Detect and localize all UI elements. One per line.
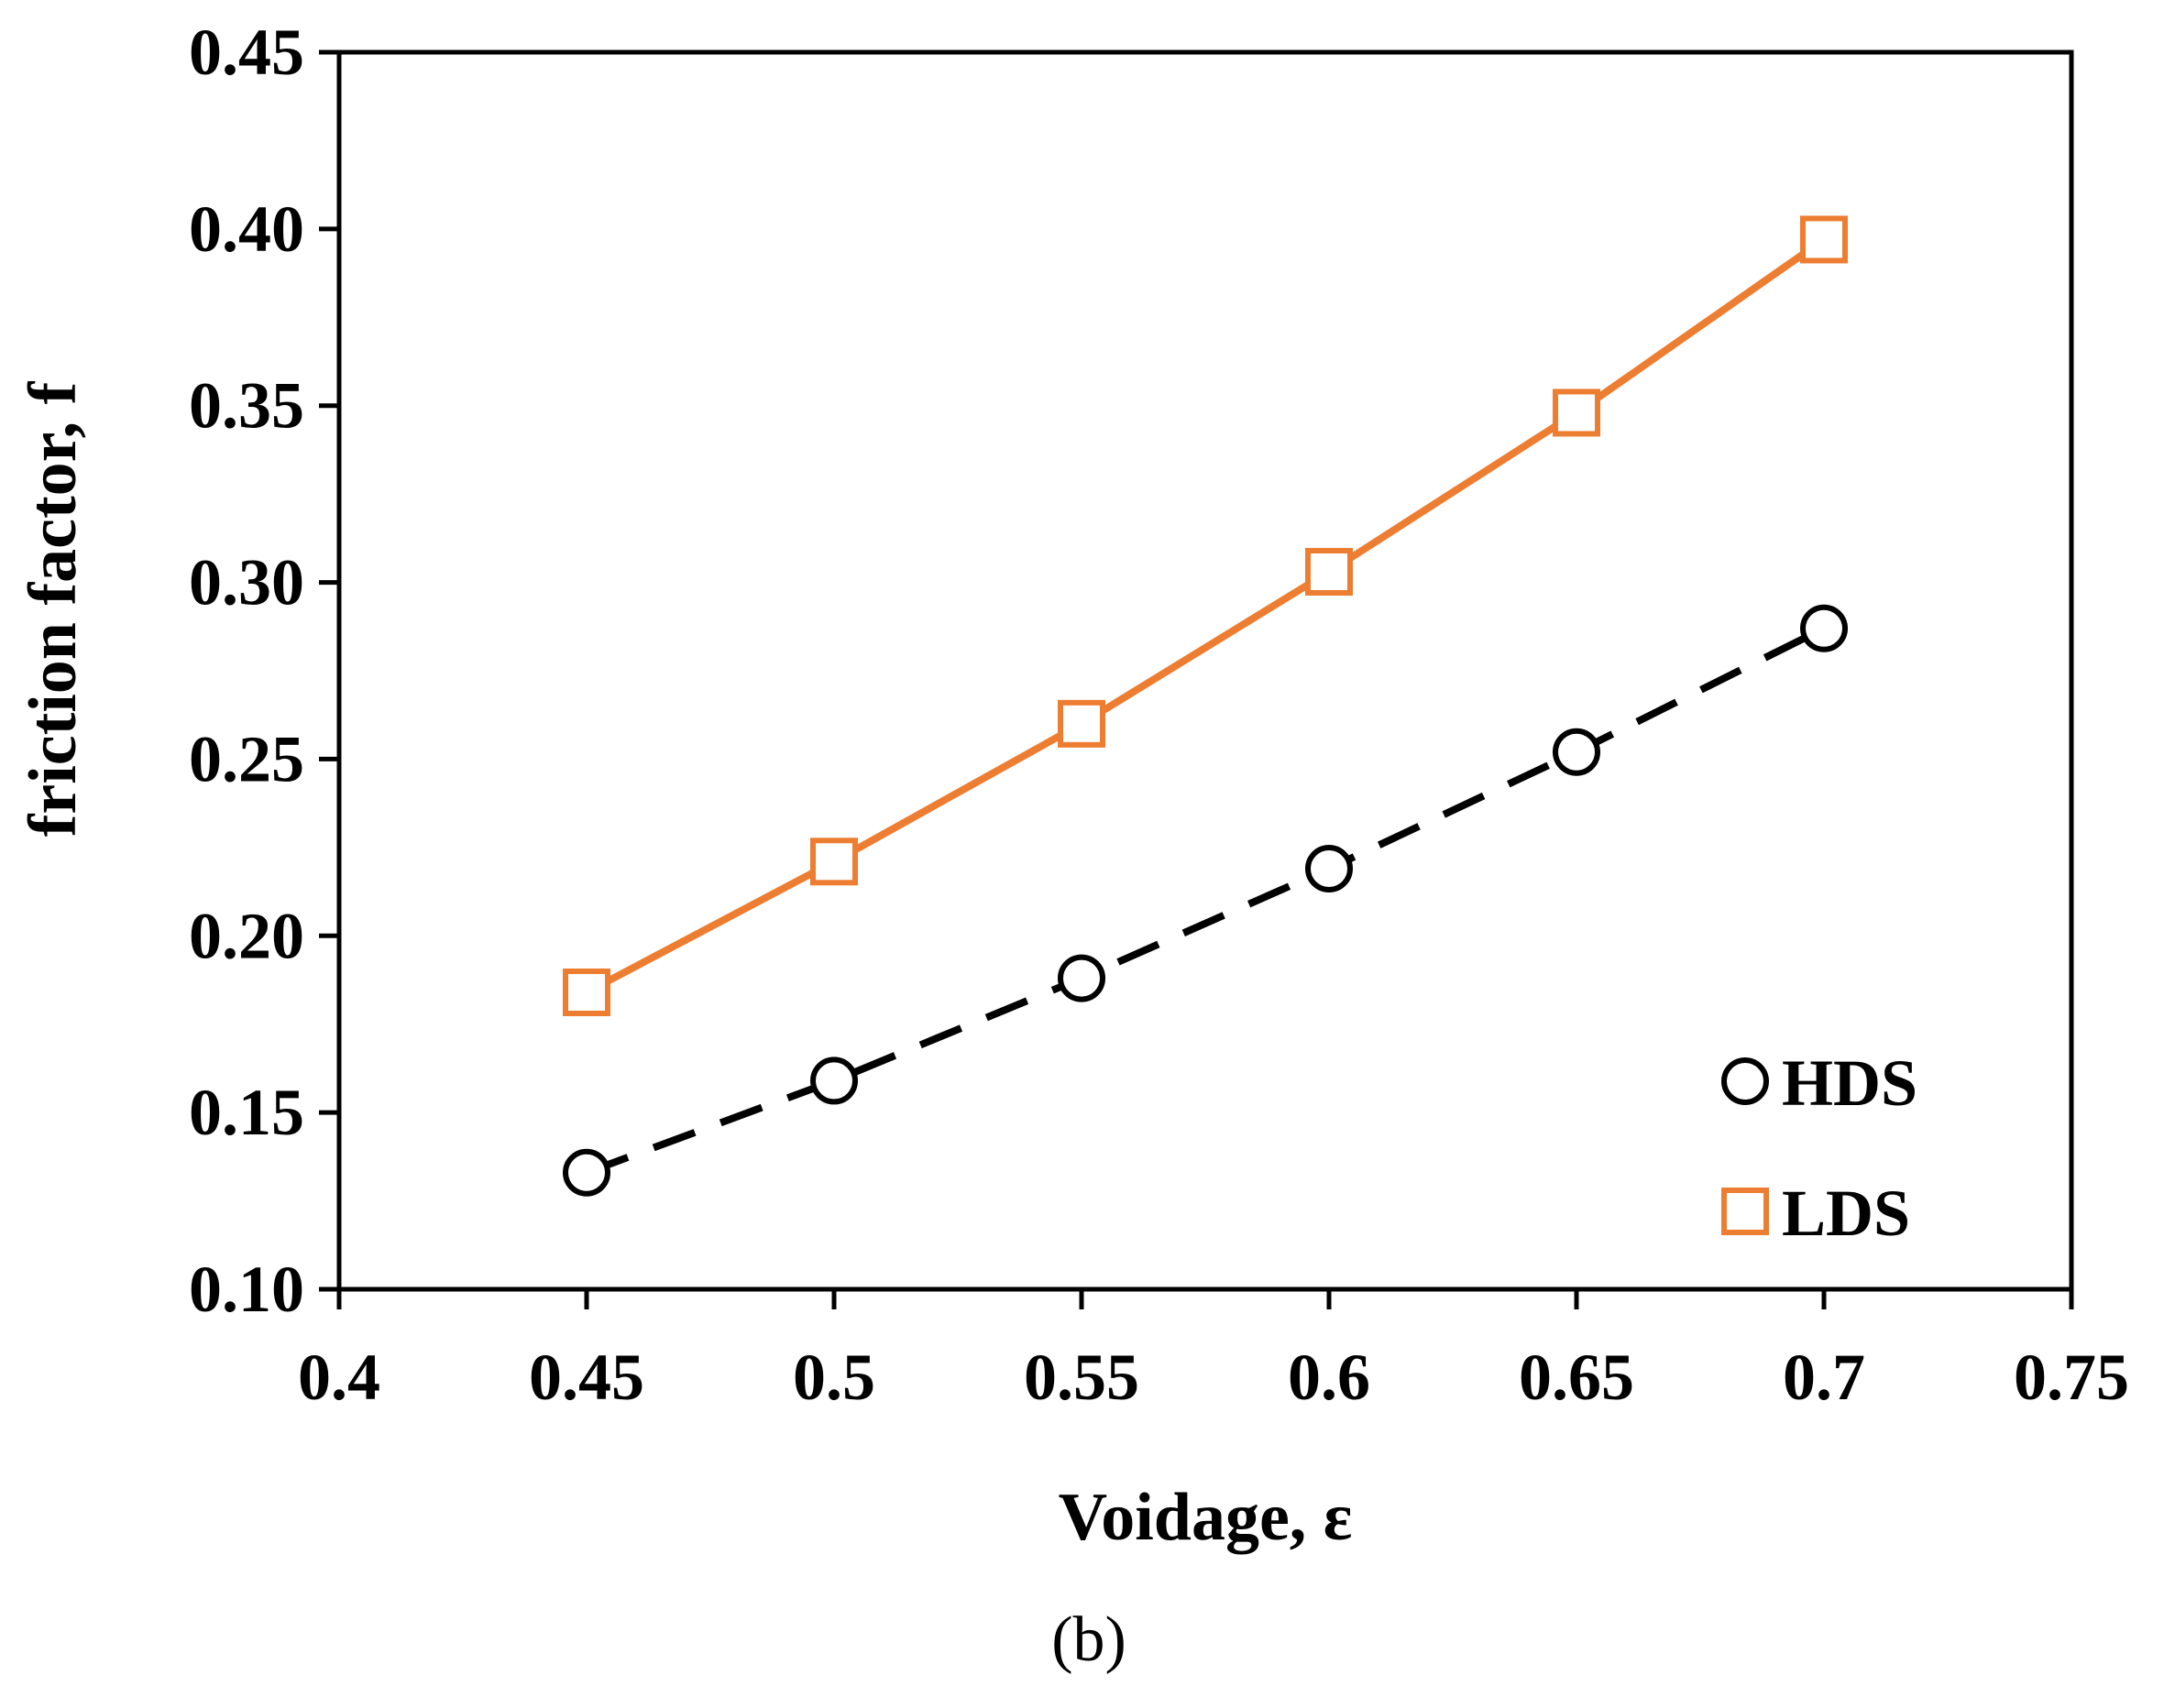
y-axis-title: friction factor, f (16, 380, 91, 837)
legend-label-hds: HDS (1782, 1046, 1917, 1120)
series-line-hds (585, 625, 1826, 1177)
x-tick-label: 0.45 (529, 1341, 644, 1414)
x-tick-label: 0.55 (1024, 1341, 1139, 1414)
legend-marker-lds (1721, 1188, 1769, 1235)
y-tick-label: 0.15 (189, 1076, 304, 1149)
x-tick-label: 0.6 (1288, 1341, 1370, 1414)
data-point-lds (1305, 548, 1353, 596)
legend-label-lds: LDS (1782, 1177, 1910, 1250)
x-axis: 0.4 0.45 0.5 0.55 0.6 0.65 0.7 0.75 (298, 1289, 2129, 1414)
plot-area (336, 49, 2074, 1292)
y-tick-label: 0.45 (189, 16, 304, 89)
x-tick-label: 0.4 (298, 1341, 380, 1414)
data-point-lds (1800, 215, 1848, 264)
y-tick-label: 0.35 (189, 369, 304, 443)
figure-caption: (b) (1051, 1604, 1126, 1675)
data-point-lds (1553, 389, 1600, 437)
data-point-lds (810, 838, 858, 886)
x-tick-label: 0.75 (2014, 1341, 2129, 1414)
data-point-lds (1058, 699, 1105, 748)
legend: HDS LDS (1721, 1046, 1917, 1250)
y-axis: 0.10 0.15 0.20 0.25 0.30 0.35 0.40 0.45 (189, 16, 339, 1326)
data-point-hds (1058, 954, 1105, 1002)
data-point-hds (563, 1148, 610, 1197)
series-layer (563, 215, 1848, 1197)
data-point-hds (810, 1057, 858, 1105)
x-tick-label: 0.65 (1519, 1341, 1634, 1414)
series-line-lds (585, 236, 1827, 996)
y-tick-label: 0.10 (189, 1253, 304, 1326)
y-tick-label: 0.30 (189, 546, 304, 619)
x-tick-label: 0.5 (793, 1341, 875, 1414)
x-axis-title: Voidage, ε (1059, 1480, 1353, 1555)
data-point-hds (1305, 845, 1353, 892)
data-point-hds (1553, 728, 1600, 776)
data-point-lds (563, 969, 610, 1016)
y-tick-label: 0.25 (189, 722, 304, 795)
x-tick-label: 0.7 (1783, 1341, 1865, 1414)
data-point-hds (1800, 604, 1848, 652)
y-tick-label: 0.40 (189, 192, 304, 266)
y-tick-label: 0.20 (189, 899, 304, 972)
legend-marker-hds (1721, 1057, 1769, 1105)
